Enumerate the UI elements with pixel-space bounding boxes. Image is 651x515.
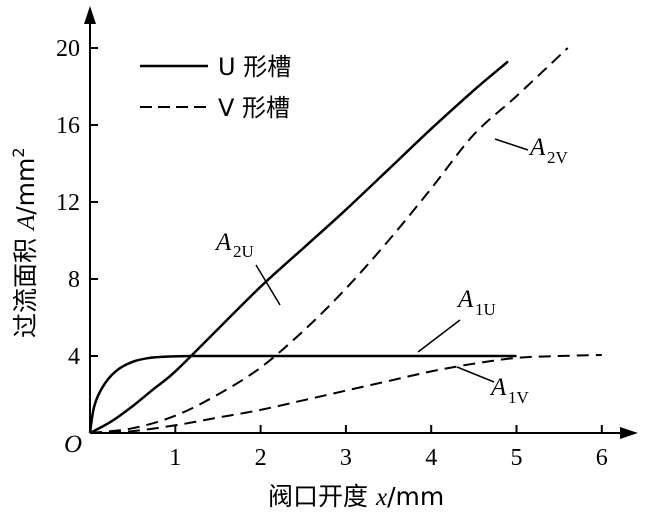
- annotation-a1u: A 1U: [417, 286, 496, 353]
- y-tick-label: 4: [68, 344, 80, 370]
- series-line-a2v: [89, 47, 569, 434]
- x-tick-label: 4: [425, 445, 437, 471]
- y-tick-label: 20: [56, 36, 80, 62]
- series-line-a1u: [88, 354, 517, 434]
- svg-text:1U: 1U: [475, 300, 496, 319]
- x-tick-label: 3: [340, 445, 352, 471]
- x-tick-label: 2: [255, 445, 267, 471]
- x-axis-title: 阀口开度 x/mm: [268, 482, 444, 511]
- svg-text:A: A: [489, 374, 507, 401]
- series-line-a1v: [89, 354, 602, 434]
- svg-text:A: A: [214, 229, 232, 256]
- annotation-a2v: A 2V: [494, 134, 569, 167]
- y-axis-title: 过流面积 A/mm2: [9, 147, 40, 338]
- y-axis-arrow: [84, 6, 96, 24]
- svg-text:2U: 2U: [233, 242, 254, 261]
- legend: U 形槽 V 形槽: [140, 53, 291, 122]
- x-axis-arrow: [620, 427, 638, 439]
- svg-text:1V: 1V: [508, 388, 530, 407]
- y-tick-label: 16: [56, 113, 80, 139]
- svg-text:A: A: [456, 286, 474, 313]
- svg-text:A: A: [528, 134, 546, 161]
- origin-label: O: [64, 431, 82, 458]
- series-line-a2u: [89, 60, 509, 435]
- x-tick-label: 1: [169, 445, 181, 471]
- annotation-a2u: A 2U: [214, 229, 281, 306]
- x-tick-label: 6: [596, 445, 608, 471]
- legend-label-u: U 形槽: [218, 53, 291, 81]
- y-tick-label: 8: [68, 267, 80, 293]
- legend-label-v: V 形槽: [218, 94, 290, 122]
- x-tick-label: 5: [511, 445, 523, 471]
- annotation-a1v: A 1V: [456, 366, 530, 407]
- svg-text:2V: 2V: [547, 148, 569, 167]
- y-tick-label: 12: [56, 190, 80, 216]
